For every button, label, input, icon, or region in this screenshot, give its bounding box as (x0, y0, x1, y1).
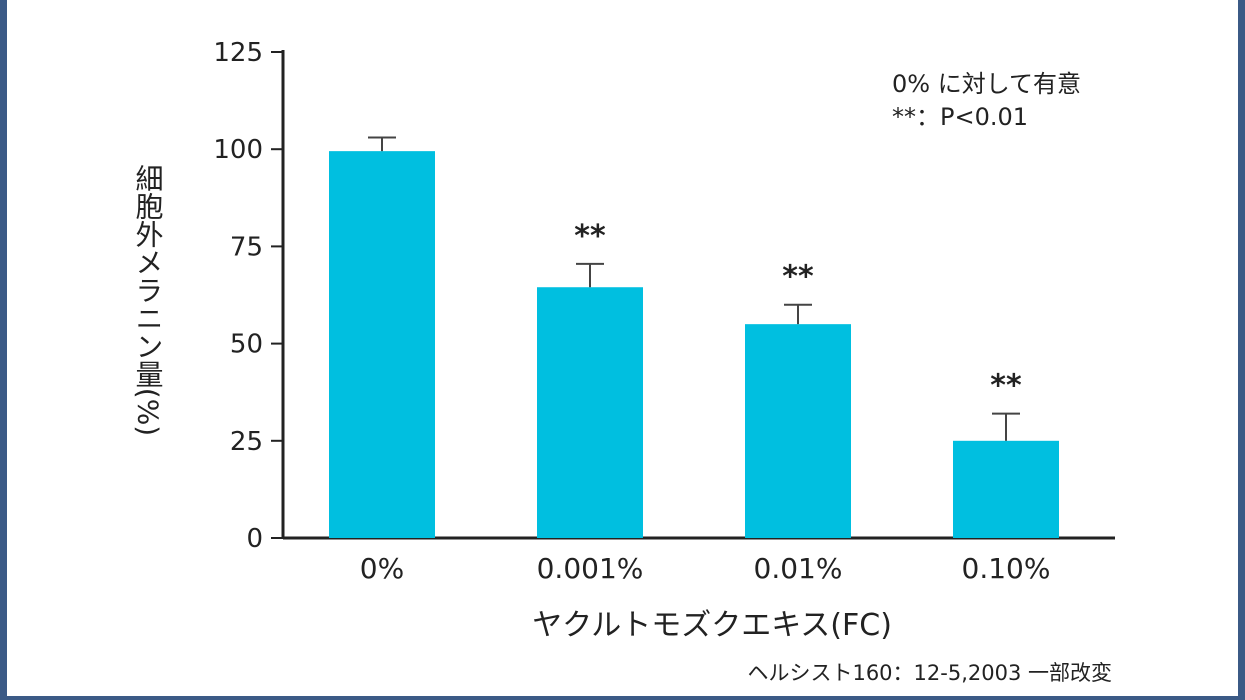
significance-marker: ** (990, 369, 1022, 404)
y-tick-label: 0 (246, 524, 263, 554)
bar (329, 151, 435, 539)
x-category-label: 0.10% (962, 552, 1051, 585)
y-tick-label: 25 (230, 427, 263, 457)
bar (953, 440, 1059, 538)
x-category-label: 0.01% (754, 552, 843, 585)
significance-note-line1: 0% に対して有意 (892, 70, 1081, 98)
y-tick-label: 100 (213, 135, 263, 165)
y-tick-label: 125 (213, 38, 263, 68)
significance-marker: ** (574, 219, 606, 254)
x-category-label: 0% (360, 552, 404, 585)
bar (745, 324, 851, 538)
significance-note-line2: **：P<0.01 (892, 103, 1028, 131)
bars: ** ** ** (329, 136, 1059, 539)
y-tick-label: 50 (230, 330, 263, 360)
significance-marker: ** (782, 260, 814, 295)
x-axis-label: ヤクルトモズクエキス(FC) (532, 608, 892, 643)
y-tick-label: 75 (230, 232, 263, 262)
x-categories: 0% 0.001% 0.01% 0.10% (360, 552, 1051, 585)
bar (537, 287, 643, 538)
source-note: ヘルシスト160：12-5,2003 一部改変 (747, 661, 1112, 685)
x-category-label: 0.001% (537, 552, 644, 585)
y-axis-label: 細胞外メラニン量(%) (132, 163, 165, 436)
